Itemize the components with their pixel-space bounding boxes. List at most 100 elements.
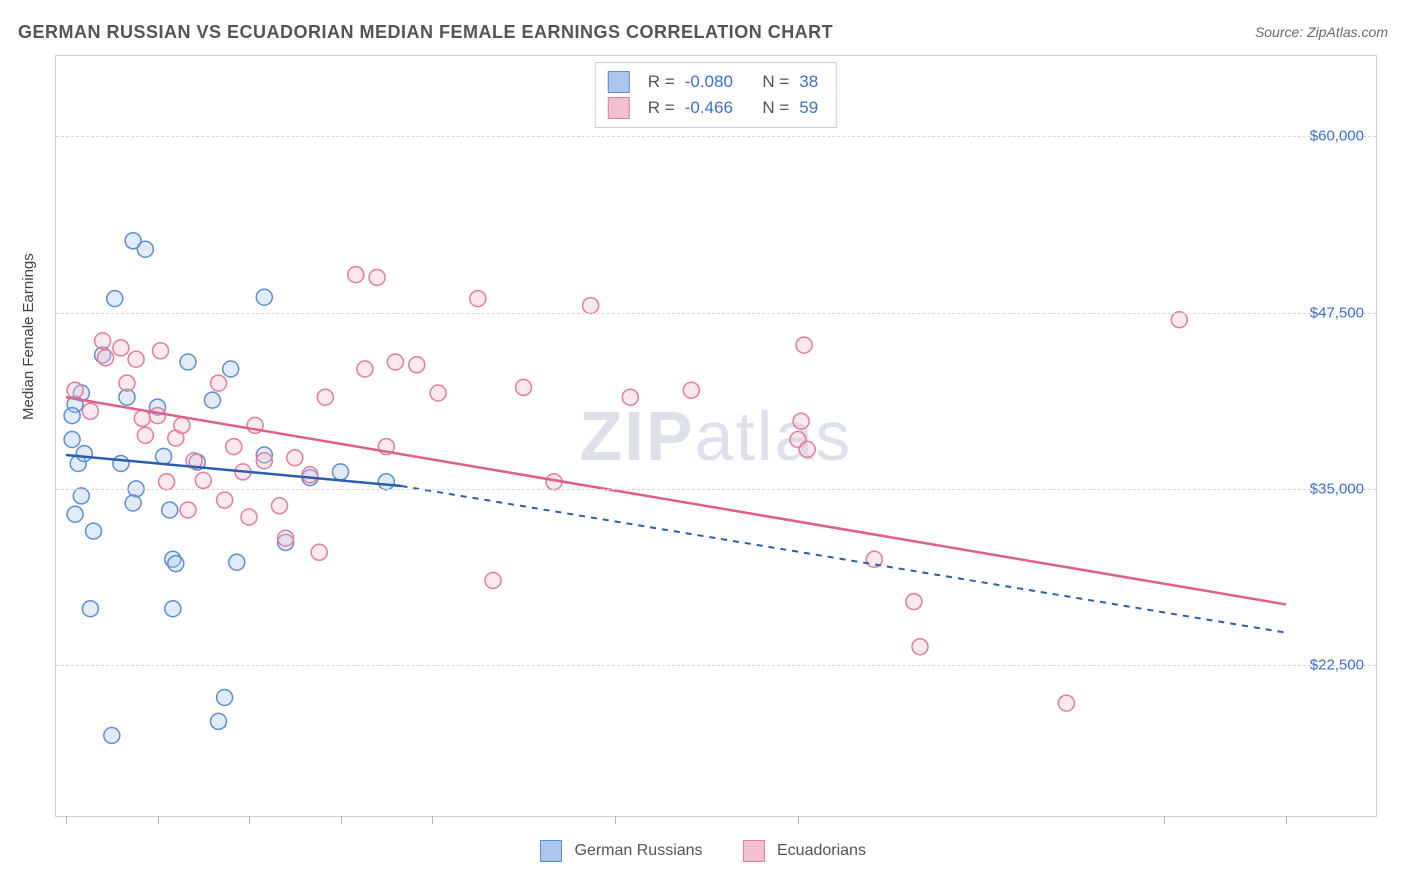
y-tick-label: $47,500 [1310, 304, 1364, 321]
x-tick [432, 816, 433, 824]
data-point [67, 506, 83, 522]
data-point [256, 453, 272, 469]
y-tick-label: $60,000 [1310, 128, 1364, 145]
data-point [113, 340, 129, 356]
stats-row-series2: R = -0.466 N = 59 [608, 95, 818, 121]
legend-swatch-2 [743, 840, 765, 862]
data-point [150, 408, 166, 424]
y-tick-label: $22,500 [1310, 657, 1364, 674]
data-point [409, 357, 425, 373]
data-point [134, 410, 150, 426]
data-point [357, 361, 373, 377]
data-point [64, 408, 80, 424]
stats-r-value-2: -0.466 [685, 95, 733, 121]
data-point [272, 498, 288, 514]
data-point [287, 450, 303, 466]
data-point [278, 530, 294, 546]
data-point [195, 472, 211, 488]
data-point [796, 337, 812, 353]
stats-n-value-2: 59 [799, 95, 818, 121]
plot-area: ZIPatlas R = -0.080 N = 38 R = -0.466 N … [55, 55, 1377, 817]
data-point [683, 382, 699, 398]
y-tick-label: $35,000 [1310, 480, 1364, 497]
gridline [56, 665, 1376, 666]
stats-n-label-2: N = [762, 95, 789, 121]
data-point [378, 474, 394, 490]
trend-line-extrapolated [402, 486, 1287, 633]
x-tick [66, 816, 67, 824]
data-point [229, 554, 245, 570]
data-point [73, 488, 89, 504]
data-point [793, 413, 809, 429]
data-point [76, 446, 92, 462]
stats-r-label-1: R = [648, 69, 675, 95]
data-point [137, 427, 153, 443]
data-point [333, 464, 349, 480]
data-point [241, 509, 257, 525]
trend-line [66, 397, 1286, 604]
data-point [125, 495, 141, 511]
data-point [1058, 695, 1074, 711]
data-point [799, 441, 815, 457]
data-point [223, 361, 239, 377]
data-point [165, 601, 181, 617]
data-point [67, 382, 83, 398]
data-point [485, 573, 501, 589]
legend-label-2: Ecuadorians [777, 842, 866, 859]
data-point [470, 291, 486, 307]
data-point [256, 289, 272, 305]
data-point [86, 523, 102, 539]
legend-swatch-1 [540, 840, 562, 862]
data-point [174, 417, 190, 433]
x-tick [1286, 816, 1287, 824]
data-point [113, 456, 129, 472]
x-tick [249, 816, 250, 824]
data-point [180, 354, 196, 370]
data-point [98, 350, 114, 366]
data-point [516, 379, 532, 395]
y-axis-label: Median Female Earnings [20, 253, 37, 420]
data-point [302, 467, 318, 483]
data-point [583, 298, 599, 314]
data-point [430, 385, 446, 401]
data-point [159, 474, 175, 490]
data-point [217, 492, 233, 508]
stats-row-series1: R = -0.080 N = 38 [608, 69, 818, 95]
stats-n-label-1: N = [762, 69, 789, 95]
data-point [82, 403, 98, 419]
data-point [168, 556, 184, 572]
title-bar: GERMAN RUSSIAN VS ECUADORIAN MEDIAN FEMA… [18, 18, 1388, 46]
data-point [912, 639, 928, 655]
legend-item-2: Ecuadorians [743, 840, 866, 862]
data-point [226, 439, 242, 455]
scatter-svg [56, 56, 1376, 816]
data-point [95, 333, 111, 349]
data-point [162, 502, 178, 518]
data-point [311, 544, 327, 560]
bottom-legend: German Russians Ecuadorians [0, 840, 1406, 862]
data-point [387, 354, 403, 370]
gridline [56, 489, 1376, 490]
stats-swatch-2 [608, 97, 630, 119]
chart-title: GERMAN RUSSIAN VS ECUADORIAN MEDIAN FEMA… [18, 22, 833, 43]
data-point [348, 267, 364, 283]
data-point [211, 713, 227, 729]
source-attribution: Source: ZipAtlas.com [1255, 24, 1388, 40]
data-point [622, 389, 638, 405]
data-point [153, 343, 169, 359]
x-tick [615, 816, 616, 824]
stats-r-value-1: -0.080 [685, 69, 733, 95]
data-point [128, 351, 144, 367]
data-point [156, 448, 172, 464]
data-point [369, 269, 385, 285]
stats-swatch-1 [608, 71, 630, 93]
stats-n-value-1: 38 [799, 69, 818, 95]
data-point [217, 690, 233, 706]
data-point [1171, 312, 1187, 328]
legend-label-1: German Russians [575, 842, 703, 859]
data-point [119, 375, 135, 391]
data-point [180, 502, 196, 518]
chart-container: GERMAN RUSSIAN VS ECUADORIAN MEDIAN FEMA… [0, 0, 1406, 892]
x-tick [341, 816, 342, 824]
legend-item-1: German Russians [540, 840, 703, 862]
